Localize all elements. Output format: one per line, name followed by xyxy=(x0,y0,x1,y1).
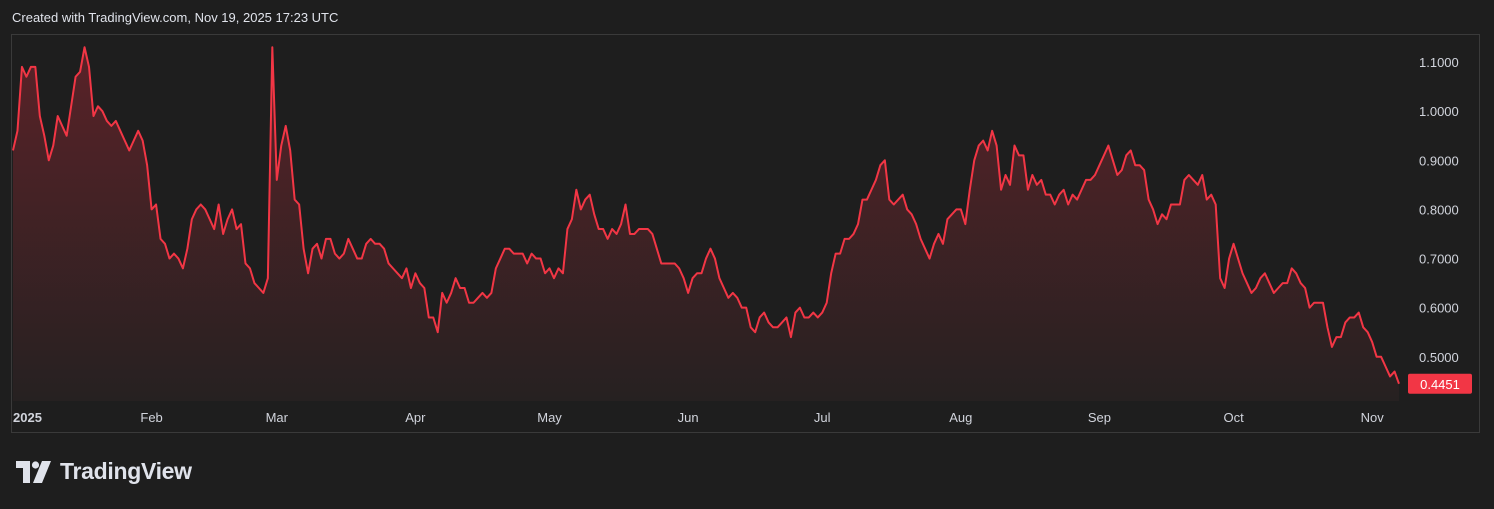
y-tick-label: 0.7000 xyxy=(1419,252,1459,267)
tradingview-logo-icon xyxy=(16,460,51,483)
last-price-label: 0.4451 xyxy=(1420,377,1460,392)
x-tick-label: Apr xyxy=(405,410,426,425)
x-tick-label: Sep xyxy=(1088,410,1111,425)
price-area-fill xyxy=(13,47,1399,401)
y-tick-label: 1.1000 xyxy=(1419,55,1459,70)
x-tick-label: Oct xyxy=(1223,410,1244,425)
y-tick-label: 0.6000 xyxy=(1419,301,1459,316)
tradingview-logo[interactable]: TradingView xyxy=(16,458,192,485)
x-tick-label: Mar xyxy=(266,410,289,425)
chart-frame[interactable] xyxy=(11,34,1480,433)
logo-text: TradingView xyxy=(60,458,192,484)
x-tick-label: Jun xyxy=(678,410,699,425)
x-tick-label: Aug xyxy=(949,410,972,425)
x-tick-label: Feb xyxy=(140,410,162,425)
x-tick-label: May xyxy=(537,410,562,425)
y-tick-label: 1.0000 xyxy=(1419,104,1459,119)
y-tick-label: 0.9000 xyxy=(1419,153,1459,168)
price-line[interactable] xyxy=(12,46,1400,385)
y-tick-label: 0.5000 xyxy=(1419,350,1459,365)
x-tick-label: 2025 xyxy=(13,410,42,425)
y-tick-label: 0.8000 xyxy=(1419,202,1459,217)
x-tick-label: Jul xyxy=(814,410,831,425)
x-tick-label: Nov xyxy=(1361,410,1385,425)
last-price-badge xyxy=(1408,373,1472,394)
chart-caption: Created with TradingView.com, Nov 19, 20… xyxy=(12,10,339,25)
